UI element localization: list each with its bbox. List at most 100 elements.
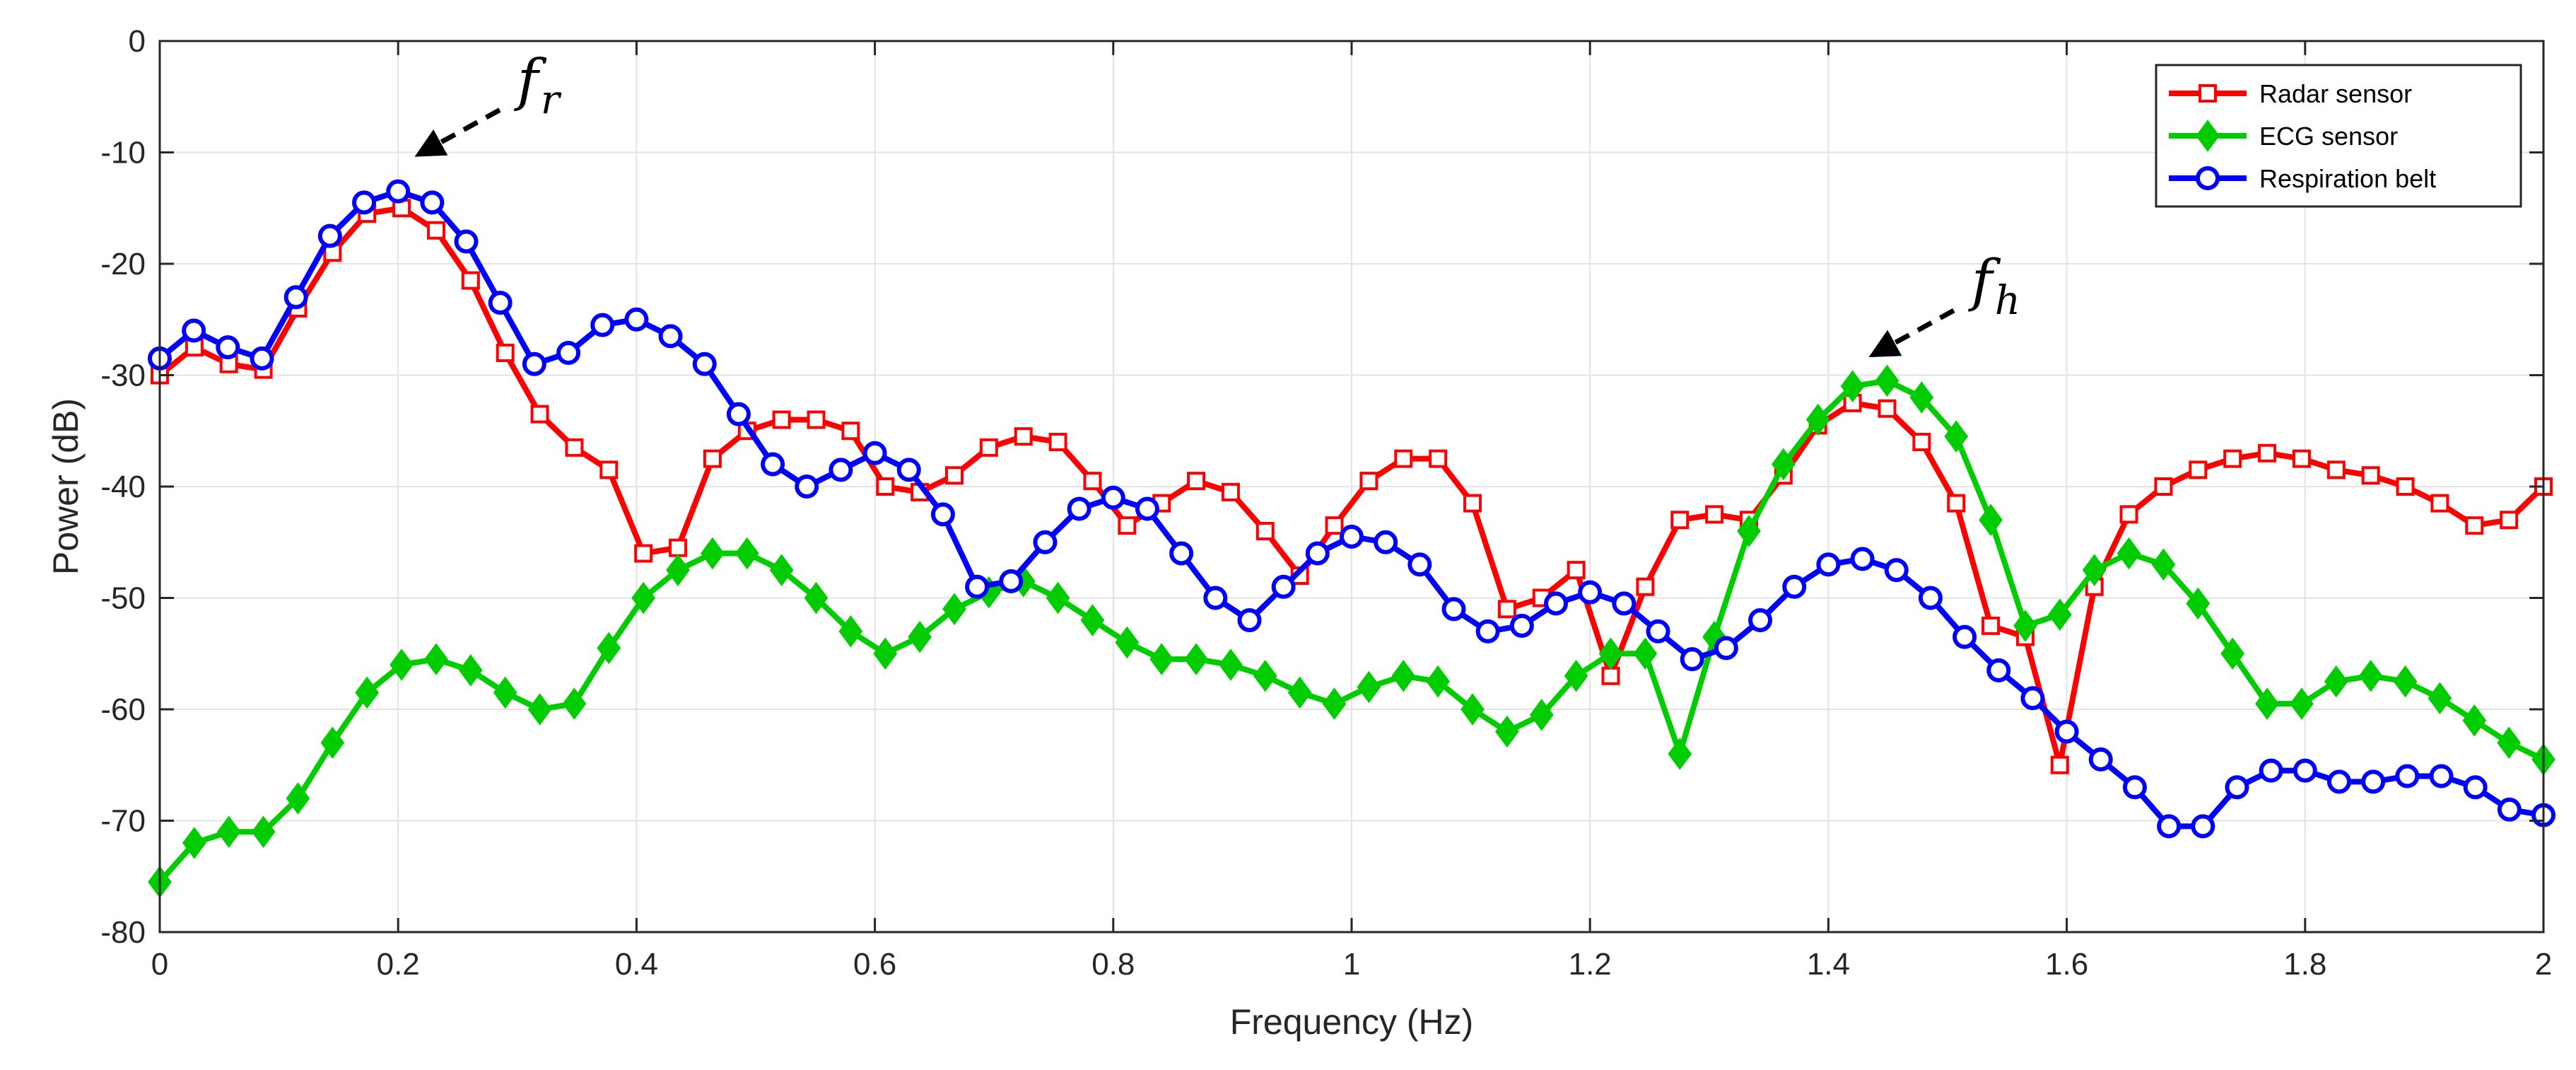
x-tick-label: 1.2 [1569, 947, 1612, 982]
data-point-diamond [182, 827, 206, 859]
data-point-square [1912, 433, 1931, 451]
data-point-square [807, 410, 826, 429]
legend-label: Respiration belt [2259, 164, 2436, 193]
data-point-square [599, 460, 619, 479]
data-point-diamond [769, 554, 794, 586]
data-point-circle [1475, 619, 1500, 644]
data-point-diamond [1772, 448, 1796, 481]
data-point-circle [999, 569, 1024, 593]
data-point-square [2326, 460, 2346, 479]
x-tick-label: 0 [151, 947, 168, 982]
data-point-diamond [734, 537, 759, 570]
data-point-circle [1986, 658, 2011, 682]
data-point-circle [2395, 764, 2420, 789]
data-point-square [1463, 494, 1482, 513]
y-tick-label: -60 [100, 692, 146, 727]
data-point-diamond [1840, 370, 1865, 403]
data-point-diamond [2393, 665, 2418, 698]
data-point-diamond [2186, 587, 2211, 620]
data-point-diamond [1495, 715, 1519, 748]
data-point-circle [2191, 814, 2215, 839]
data-point-diamond [597, 632, 621, 665]
data-point-circle [1407, 552, 1432, 577]
data-point-diamond [1253, 659, 1277, 692]
data-point-diamond [1805, 403, 1830, 436]
data-point-square [426, 221, 445, 240]
data-point-diamond [458, 654, 483, 687]
data-point-diamond [1115, 626, 1140, 659]
grid [160, 41, 2543, 932]
legend-item: Radar sensor [2169, 79, 2412, 108]
annotation-subscript: h [1995, 278, 2020, 324]
data-point-diamond [1357, 670, 1381, 704]
legend-label: ECG sensor [2259, 122, 2398, 151]
data-point-square [1187, 472, 1206, 491]
data-point-square [1601, 666, 1620, 685]
data-point-diamond [1875, 364, 1899, 397]
series-ecg-sensor [148, 364, 2555, 898]
data-point-diamond [251, 815, 276, 849]
data-point-diamond [1668, 738, 1692, 770]
y-tick-label: -10 [100, 136, 146, 170]
data-point-circle [1884, 558, 1909, 583]
data-point-square [2292, 449, 2311, 468]
data-point-diamond [666, 554, 690, 586]
data-point-circle [1680, 647, 1704, 672]
data-point-diamond [2047, 598, 2072, 631]
data-point-square [1636, 577, 1655, 596]
annotation-arrow [1868, 308, 1955, 358]
data-point-circle [386, 179, 411, 204]
data-point-circle [1748, 608, 1773, 632]
data-point-diamond [2358, 659, 2383, 692]
series-respiration-belt [148, 179, 2555, 839]
data-point-diamond [2220, 637, 2245, 670]
x-tick-label: 1.8 [2283, 947, 2326, 982]
data-point-circle [556, 341, 581, 365]
data-point-diamond [286, 782, 310, 815]
series-line [158, 205, 2546, 768]
data-point-circle [1578, 580, 1603, 605]
data-point-circle [1544, 591, 1569, 616]
data-point-circle [2157, 814, 2182, 839]
y-axis-ticks: 0 -10 -20 -30 -40 -50 -60 -70 -80 [100, 24, 2543, 950]
data-point-diamond [1979, 504, 2003, 537]
data-point-circle [829, 458, 853, 482]
data-point-square [1118, 516, 1137, 535]
data-point-diamond [631, 581, 656, 615]
legend-item: Respiration belt [2169, 164, 2436, 193]
annotation-arrow [414, 107, 501, 157]
data-point-diamond [562, 687, 587, 720]
data-point-diamond [2324, 665, 2348, 698]
y-tick-label: -50 [100, 581, 146, 616]
data-point-circle [182, 318, 206, 343]
data-point-circle [726, 402, 751, 426]
x-tick-label: 1.4 [1807, 947, 1850, 982]
data-point-circle [1169, 541, 1194, 566]
data-point-diamond [493, 676, 517, 709]
data-point-square [669, 538, 688, 557]
data-point-circle [1305, 541, 1330, 566]
data-point-square [1670, 511, 1690, 530]
data-point-circle [2054, 719, 2079, 744]
data-point-circle [590, 313, 615, 337]
data-point-diamond [942, 593, 966, 626]
x-tick-label: 0.8 [1091, 947, 1135, 982]
legend: Radar sensor ECG sensor Respiration belt [2155, 64, 2522, 208]
data-point-circle [2497, 797, 2522, 822]
data-point-circle [965, 574, 990, 599]
data-point-square [1325, 516, 1344, 535]
data-point-diamond [2428, 682, 2452, 715]
data-point-circle [2088, 747, 2113, 772]
x-tick-label: 0.4 [615, 947, 658, 982]
y-tick-label: -20 [100, 247, 146, 281]
data-point-square [2119, 505, 2138, 524]
data-point-circle [1271, 574, 1296, 599]
data-point-circle [1918, 586, 1943, 610]
data-point-circle [658, 324, 683, 349]
data-point-diamond [804, 581, 829, 615]
data-point-diamond [1046, 581, 1070, 615]
series-radar-sensor [151, 199, 2553, 774]
data-point-circle [896, 458, 921, 482]
data-point-diamond [1564, 659, 1588, 692]
data-point-square [945, 466, 964, 485]
